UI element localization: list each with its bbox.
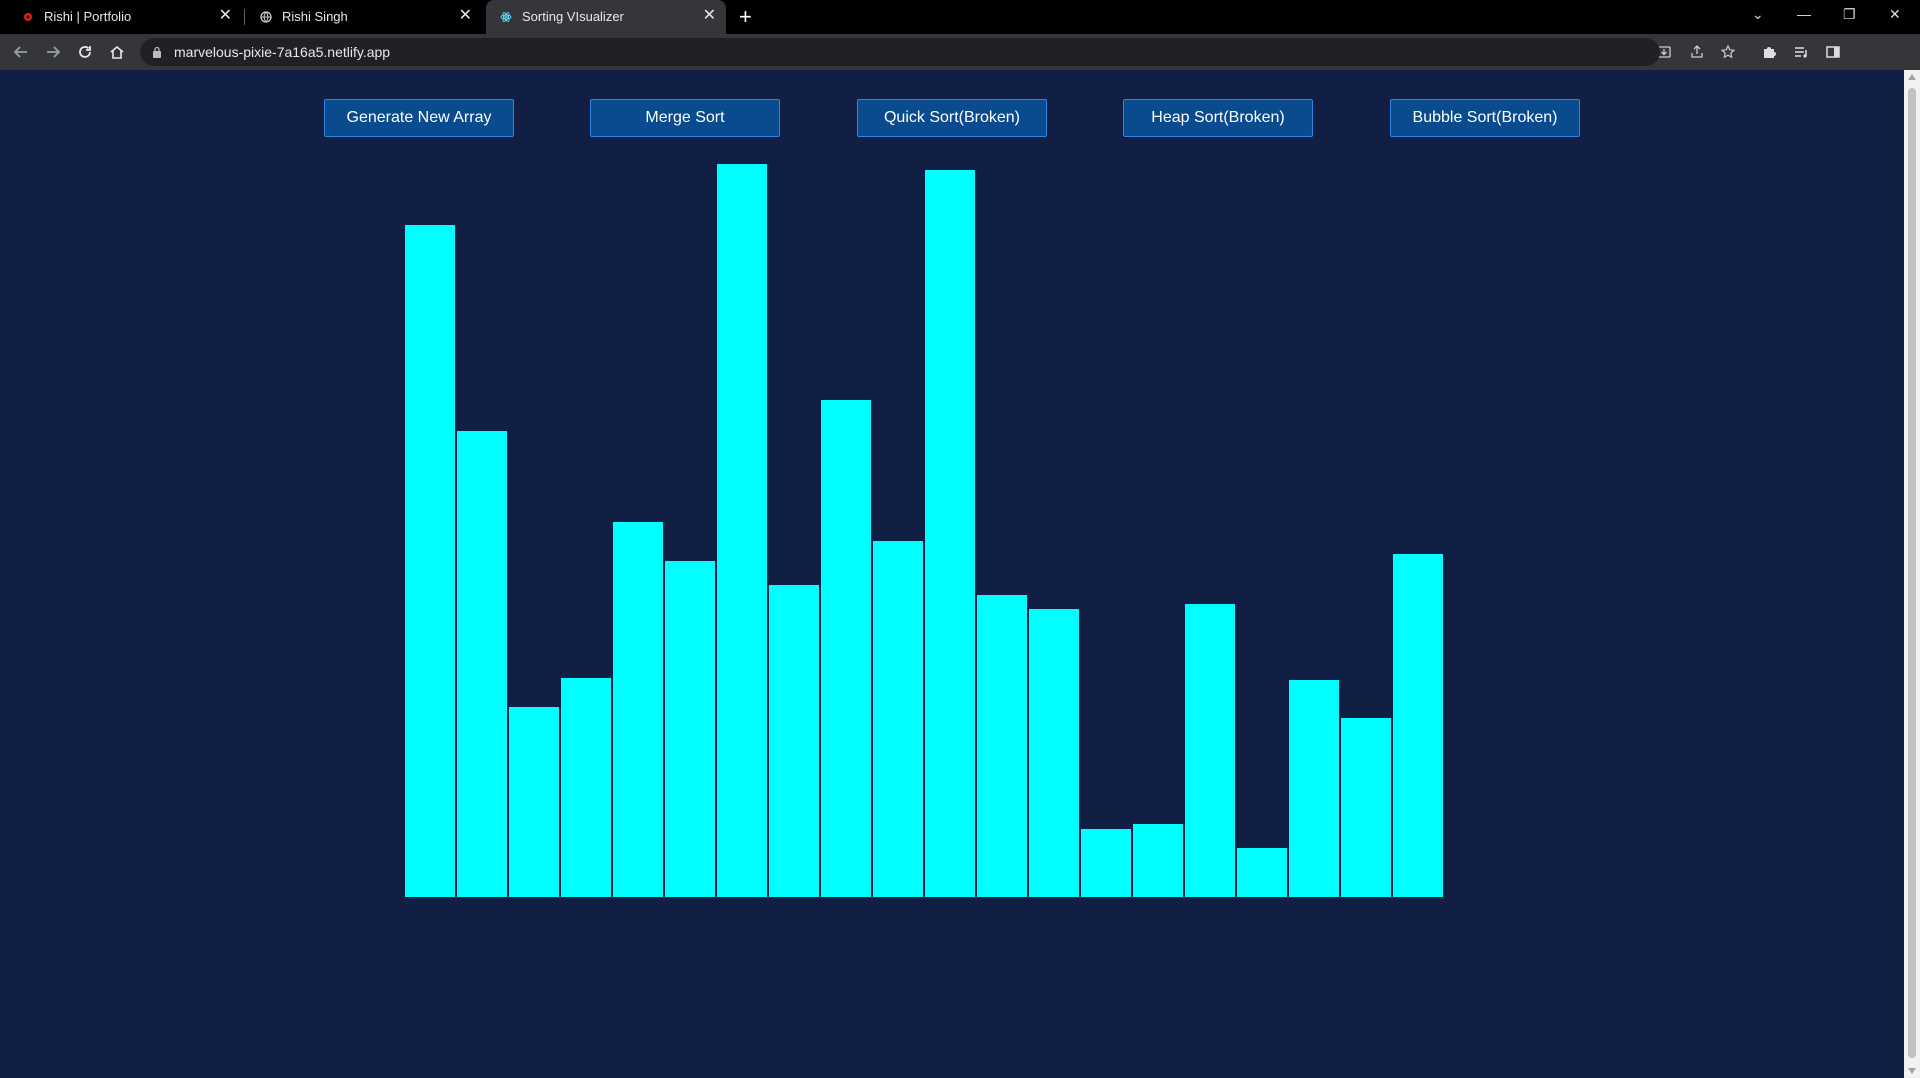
portfolio-favicon-icon [24, 13, 32, 21]
close-window-icon[interactable]: ✕ [1889, 6, 1901, 22]
extensions-puzzle-icon[interactable] [1759, 42, 1779, 62]
array-bar [1185, 604, 1235, 897]
array-bar [665, 561, 715, 897]
home-icon[interactable] [107, 42, 127, 62]
browser-tab-strip: Rishi | Portfolio ✕ Rishi Singh ✕ Sortin… [0, 0, 1920, 34]
bubble-sort-button[interactable]: Bubble Sort(Broken) [1390, 99, 1580, 137]
browser-tab[interactable]: Rishi | Portfolio ✕ [0, 0, 242, 34]
back-icon[interactable] [11, 42, 31, 62]
tab-close-icon[interactable]: ✕ [458, 7, 472, 24]
globe-icon [260, 11, 272, 23]
array-bar [1289, 680, 1339, 897]
array-bar [1393, 554, 1443, 897]
minimize-icon[interactable]: — [1797, 6, 1811, 22]
share-icon[interactable] [1687, 42, 1707, 62]
array-bar [1081, 829, 1131, 897]
array-bar [717, 164, 767, 897]
array-bar [561, 678, 611, 897]
array-bar [769, 585, 819, 897]
tab-close-icon[interactable]: ✕ [218, 7, 232, 24]
side-panel-icon[interactable] [1823, 42, 1843, 62]
url-text: marvelous-pixie-7a16a5.netlify.app [174, 44, 391, 60]
address-bar[interactable]: marvelous-pixie-7a16a5.netlify.app [140, 38, 1660, 66]
tab-title: Rishi | Portfolio [44, 9, 132, 24]
scrollbar-thumb[interactable] [1908, 88, 1916, 1058]
heap-sort-button[interactable]: Heap Sort(Broken) [1123, 99, 1313, 137]
restore-icon[interactable]: ❐ [1843, 6, 1856, 22]
generate-new-array-button[interactable]: Generate New Array [324, 99, 514, 137]
react-atom-icon [500, 12, 512, 22]
array-bar [1029, 609, 1079, 897]
tab-title: Sorting VIsualizer [522, 9, 624, 24]
array-bar [873, 541, 923, 897]
array-bar [509, 707, 559, 897]
array-bar [457, 431, 507, 897]
bookmark-star-icon[interactable] [1718, 42, 1738, 62]
reload-icon[interactable] [75, 42, 95, 62]
tab-close-icon[interactable]: ✕ [702, 7, 716, 24]
quick-sort-button[interactable]: Quick Sort(Broken) [857, 99, 1047, 137]
array-bar [613, 522, 663, 897]
array-bar [1341, 718, 1391, 897]
merge-sort-button[interactable]: Merge Sort [590, 99, 780, 137]
array-bars-container [405, 70, 1445, 897]
browser-tab[interactable]: Rishi Singh ✕ [246, 0, 482, 34]
scroll-down-arrow-icon[interactable] [1908, 1068, 1916, 1074]
array-bar [1237, 848, 1287, 897]
array-bar [977, 595, 1027, 897]
lock-icon [153, 46, 161, 58]
array-bar [821, 400, 871, 897]
tab-divider [244, 9, 245, 25]
page-viewport: Generate New Array Merge Sort Quick Sort… [0, 70, 1904, 1078]
forward-icon[interactable] [43, 42, 63, 62]
scroll-up-arrow-icon[interactable] [1908, 74, 1916, 80]
tab-title: Rishi Singh [282, 9, 348, 24]
media-control-icon[interactable] [1791, 42, 1811, 62]
array-bar [405, 225, 455, 897]
tab-search-chevron-icon[interactable]: ⌄ [1752, 6, 1764, 22]
new-tab-icon[interactable]: + [739, 4, 752, 29]
page-scrollbar[interactable] [1904, 70, 1920, 1078]
array-bar [1133, 824, 1183, 897]
browser-tab-active[interactable]: Sorting VIsualizer ✕ [486, 0, 726, 34]
array-bar [925, 170, 975, 897]
